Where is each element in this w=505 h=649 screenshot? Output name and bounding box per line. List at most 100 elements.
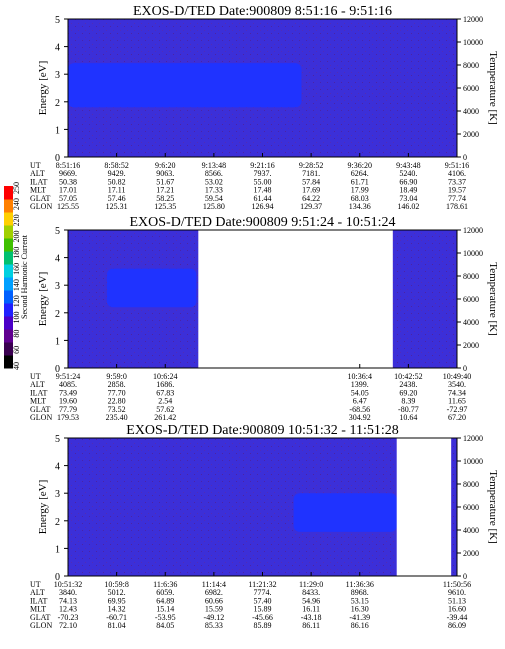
y-tick-label: 0	[55, 153, 60, 164]
orbit-row-label: GLON	[30, 202, 52, 211]
orbit-value: 125.55	[57, 202, 79, 211]
orbit-value: 72.10	[59, 621, 77, 630]
y2-tick-label: 6000	[463, 503, 479, 512]
orbit-value: 67.20	[448, 413, 466, 422]
orbit-value: -43.18	[301, 613, 322, 622]
orbit-value: 85.89	[254, 621, 272, 630]
y2-tick-label: 0	[463, 572, 467, 581]
y-tick-label: 3	[55, 489, 60, 500]
orbit-row-label: MLT	[30, 397, 46, 406]
orbit-value: 11:21:32	[248, 580, 276, 589]
orbit-value: 55.00	[254, 177, 272, 186]
orbit-value: 17.11	[108, 186, 126, 195]
orbit-value: -72.97	[447, 405, 468, 414]
orbit-value: 9:43:48	[396, 161, 420, 170]
orbit-value: 77.74	[448, 194, 466, 203]
orbit-value: 178.61	[446, 202, 468, 211]
colorbar-tick: 40	[12, 362, 21, 370]
orbit-value: 9:21:16	[250, 161, 274, 170]
orbit-value: 10:49:40	[443, 372, 471, 381]
y-axis-label: Energy [eV]	[37, 61, 49, 115]
orbit-value: 125.31	[106, 202, 128, 211]
orbit-value: 11:36:36	[346, 580, 374, 589]
colorbar-segment	[4, 342, 13, 356]
orbit-value: 9:51:24	[56, 372, 80, 381]
y2-tick-label: 0	[463, 153, 467, 162]
y-tick-label: 0	[55, 572, 60, 583]
orbit-value: 57.05	[59, 194, 77, 203]
orbit-value: 9429.	[108, 169, 126, 178]
colorbar-segment	[4, 316, 13, 330]
y2-tick-label: 4000	[463, 107, 479, 116]
orbit-value: 9669.	[59, 169, 77, 178]
orbit-value: 74.13	[59, 596, 77, 605]
orbit-row-label: ILAT	[30, 177, 47, 186]
colorbar-segment	[4, 238, 13, 252]
panel-1: EXOS-D/TED Date:900809 8:51:16 - 9:51:16…	[30, 4, 499, 211]
orbit-value: 19.57	[448, 186, 466, 195]
y2-tick-label: 2000	[463, 549, 479, 558]
orbit-value: 57.40	[254, 596, 272, 605]
colorbar-segment	[4, 264, 13, 278]
orbit-value: 2858.	[108, 380, 126, 389]
orbit-value: 10.64	[399, 413, 417, 422]
y-tick-label: 2	[55, 517, 60, 528]
orbit-value: 5240.	[399, 169, 417, 178]
colorbar-segment	[4, 186, 13, 200]
orbit-value: 77.79	[59, 405, 77, 414]
y2-axis-label: Temperature [K]	[487, 262, 499, 335]
colorbar-tick: 250	[12, 182, 21, 194]
y2-tick-label: 2000	[463, 130, 479, 139]
orbit-value: -70.23	[58, 613, 79, 622]
orbit-row-label: MLT	[30, 186, 46, 195]
panel-2: EXOS-D/TED Date:900809 9:51:24 - 10:51:2…	[30, 215, 499, 422]
orbit-value: 57.62	[156, 405, 174, 414]
orbit-value: 11.65	[448, 397, 466, 406]
y2-tick-label: 12000	[463, 226, 483, 235]
colorbar-tick: 200	[12, 231, 21, 243]
orbit-value: 64.89	[156, 596, 174, 605]
orbit-value: 6982.	[205, 588, 223, 597]
orbit-value: 58.25	[156, 194, 174, 203]
orbit-value: 11:50:56	[443, 580, 471, 589]
colorbar-tick: 180	[12, 247, 21, 259]
orbit-value: 77.70	[108, 388, 126, 397]
y2-tick-label: 8000	[463, 61, 479, 70]
orbit-value: 53.02	[205, 177, 223, 186]
orbit-value: 7937.	[254, 169, 272, 178]
colorbar-label: Second Harmonic Current	[20, 234, 29, 319]
orbit-value: 73.37	[448, 177, 466, 186]
orbit-value: 17.21	[156, 186, 174, 195]
data-gap	[396, 438, 452, 576]
y2-tick-label: 12000	[463, 15, 483, 24]
colorbar-tick: 80	[12, 330, 21, 338]
y-tick-label: 2	[55, 309, 60, 320]
orbit-value: 134.36	[349, 202, 371, 211]
y2-tick-label: 6000	[463, 295, 479, 304]
orbit-value: 10:36:4	[348, 372, 372, 381]
orbit-value: 10:51:32	[54, 580, 82, 589]
y-tick-label: 4	[55, 43, 60, 54]
orbit-value: 16.60	[448, 605, 466, 614]
colorbar-tick: 60	[12, 346, 21, 354]
y2-tick-label: 2000	[463, 341, 479, 350]
orbit-value: 1686.	[156, 380, 174, 389]
orbit-value: 4106.	[448, 169, 466, 178]
orbit-value: 304.92	[349, 413, 371, 422]
orbit-value: 2438.	[399, 380, 417, 389]
orbit-value: 12.43	[59, 605, 77, 614]
orbit-value: 66.90	[399, 177, 417, 186]
orbit-value: 9:6:20	[155, 161, 175, 170]
y-tick-label: 5	[55, 226, 60, 237]
panel-title: EXOS-D/TED Date:900809 10:51:32 - 11:51:…	[126, 423, 398, 438]
orbit-value: 11:6:36	[153, 580, 177, 589]
y-tick-label: 5	[55, 15, 60, 26]
y2-axis-label: Temperature [K]	[487, 470, 499, 543]
orbit-value: 9:51:16	[445, 161, 469, 170]
colorbar-segment	[4, 212, 13, 226]
orbit-value: 61.44	[254, 194, 272, 203]
orbit-value: 6059.	[156, 588, 174, 597]
orbit-value: -60.71	[106, 613, 127, 622]
orbit-row-label: UT	[30, 580, 41, 589]
orbit-value: 86.09	[448, 621, 466, 630]
